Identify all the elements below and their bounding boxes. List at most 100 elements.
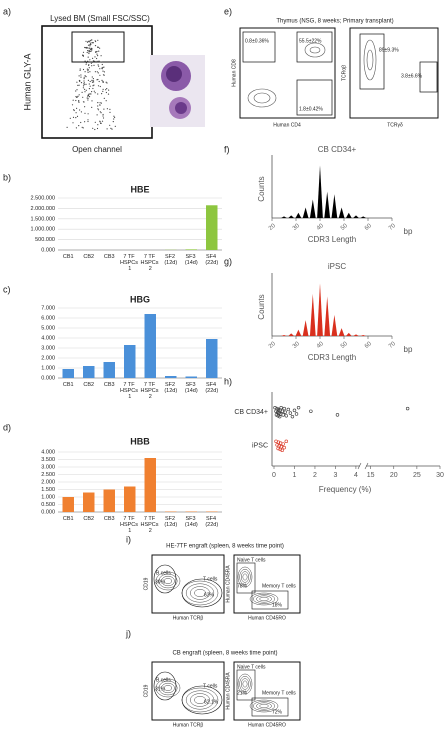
gate-label: 55.5±22% bbox=[299, 38, 322, 44]
event bbox=[90, 50, 92, 52]
event bbox=[81, 91, 83, 93]
event bbox=[107, 93, 110, 95]
event bbox=[89, 47, 91, 49]
bar bbox=[185, 376, 197, 378]
y-axis-label: CD19 bbox=[143, 684, 149, 697]
point bbox=[309, 409, 313, 413]
peak bbox=[360, 334, 367, 336]
event bbox=[78, 75, 80, 77]
contour bbox=[155, 678, 181, 698]
y-axis-label: Human CD45RA bbox=[225, 565, 231, 603]
event bbox=[99, 104, 101, 106]
contour bbox=[240, 678, 250, 690]
event bbox=[94, 121, 96, 123]
peak bbox=[288, 215, 295, 218]
event bbox=[81, 126, 83, 128]
y-tick-label: 0.000 bbox=[41, 509, 55, 515]
event bbox=[97, 85, 100, 87]
x-tick-label: CB1 bbox=[63, 254, 74, 260]
panel-label: a) bbox=[3, 6, 11, 16]
event bbox=[77, 84, 79, 86]
gate-label: 89±9.3% bbox=[379, 47, 399, 53]
chart-title: HBB bbox=[130, 436, 150, 446]
gate-label: 21% bbox=[237, 690, 248, 696]
x-axis-label: TCRγδ bbox=[387, 122, 403, 128]
x-axis-label: Human CD45RO bbox=[248, 722, 286, 728]
x-tick-label: 25 bbox=[413, 472, 421, 479]
x-tick-label: 15 bbox=[367, 472, 375, 479]
event bbox=[101, 79, 103, 81]
peak bbox=[281, 334, 287, 336]
y-tick-label: 3.000 bbox=[41, 464, 55, 470]
event bbox=[84, 112, 86, 114]
contour bbox=[304, 42, 326, 58]
plot-title: Lysed BM (Small FSC/SSC) bbox=[50, 14, 150, 23]
bar bbox=[144, 314, 156, 378]
gate bbox=[71, 31, 125, 63]
event bbox=[84, 47, 86, 49]
panel-label: d) bbox=[3, 422, 11, 432]
point bbox=[296, 405, 301, 410]
event bbox=[99, 47, 101, 49]
gate bbox=[251, 697, 289, 717]
point bbox=[273, 405, 277, 410]
event bbox=[87, 120, 89, 123]
x-tick-label: 2 bbox=[313, 472, 317, 479]
point bbox=[284, 439, 288, 444]
event bbox=[72, 99, 74, 101]
event bbox=[103, 108, 105, 110]
event bbox=[72, 116, 75, 118]
point bbox=[282, 445, 286, 450]
event bbox=[105, 100, 107, 102]
x-tick-label: 40 bbox=[316, 341, 325, 350]
contour bbox=[237, 673, 253, 695]
event bbox=[106, 88, 108, 90]
x-tick-label: SF4 (22d) bbox=[205, 382, 218, 394]
event bbox=[73, 109, 75, 112]
event bbox=[76, 81, 78, 83]
event bbox=[84, 75, 86, 77]
event bbox=[97, 39, 99, 41]
contour bbox=[158, 680, 178, 696]
gate-label: B cells bbox=[156, 570, 171, 576]
event bbox=[91, 81, 94, 83]
event bbox=[99, 74, 101, 76]
event bbox=[96, 53, 98, 55]
contour bbox=[240, 571, 250, 583]
y-tick-label: 2.000.000 bbox=[31, 206, 55, 212]
event bbox=[97, 102, 99, 104]
chart-title: iPSC bbox=[328, 262, 346, 271]
event bbox=[82, 96, 84, 98]
event bbox=[93, 81, 95, 83]
event bbox=[96, 127, 99, 130]
y-axis-label: Human CD45RA bbox=[225, 672, 231, 710]
x-axis-label: Human CD4 bbox=[273, 122, 301, 128]
x-axis-label: Frequency (%) bbox=[319, 485, 372, 494]
event bbox=[78, 100, 80, 102]
x-tick-label: 60 bbox=[364, 341, 373, 350]
flow-plot-a: Lysed BM (Small FSC/SSC) Human GLY-A Ope… bbox=[22, 14, 205, 154]
x-tick-label: 60 bbox=[364, 223, 373, 232]
plot-frame bbox=[349, 27, 439, 119]
event bbox=[87, 41, 89, 43]
event bbox=[96, 50, 98, 53]
event bbox=[94, 56, 96, 58]
event bbox=[109, 111, 111, 113]
event bbox=[97, 105, 99, 107]
event bbox=[88, 93, 90, 95]
event bbox=[82, 51, 85, 53]
event bbox=[98, 80, 100, 83]
bar bbox=[83, 492, 95, 512]
event bbox=[88, 49, 90, 52]
event bbox=[92, 80, 95, 82]
event bbox=[101, 61, 103, 63]
y-tick-label: 5.000 bbox=[41, 325, 55, 331]
point bbox=[274, 413, 279, 417]
event bbox=[76, 96, 78, 98]
event bbox=[87, 113, 89, 115]
contour bbox=[252, 701, 276, 711]
event bbox=[82, 68, 85, 71]
contour bbox=[194, 589, 206, 597]
event bbox=[105, 91, 107, 94]
panel-label: j) bbox=[125, 628, 131, 638]
